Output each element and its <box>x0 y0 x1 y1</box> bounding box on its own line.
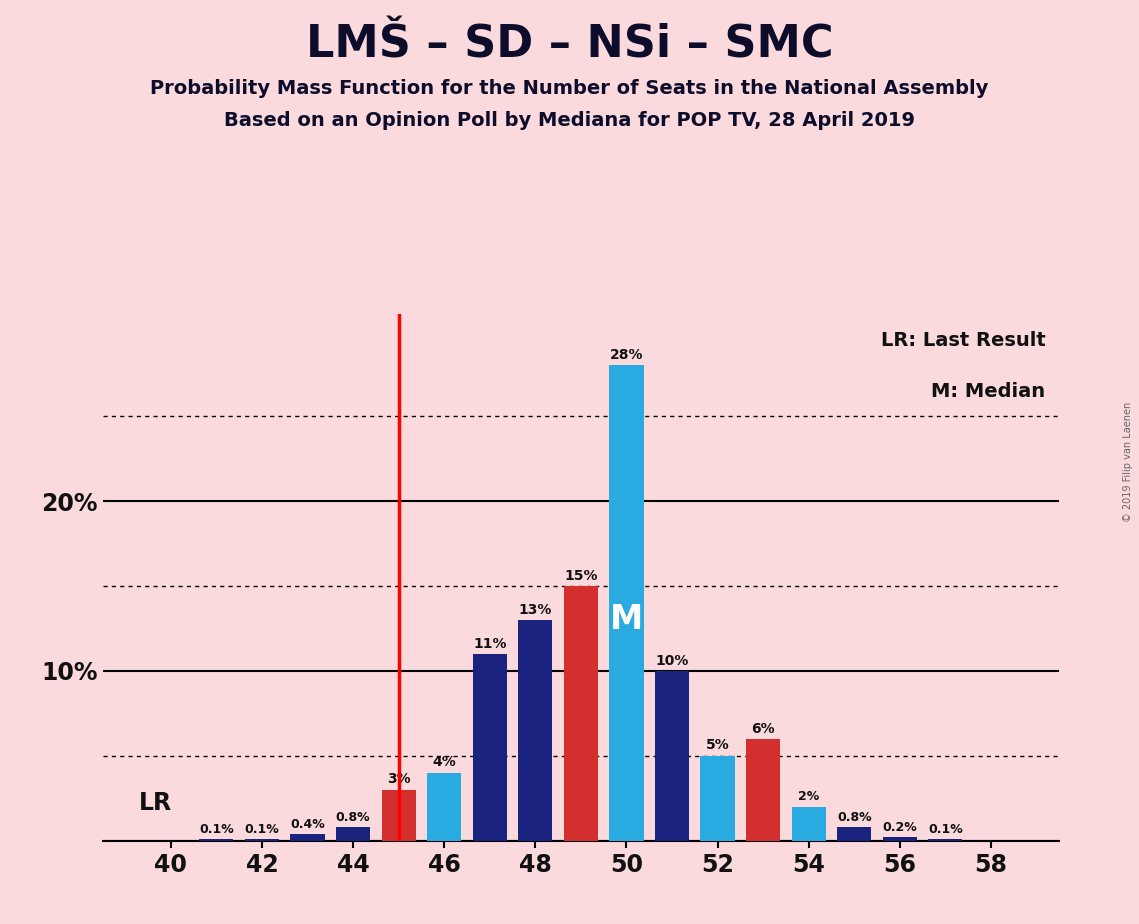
Bar <box>837 827 871 841</box>
Bar <box>928 839 962 841</box>
Text: 10%: 10% <box>655 653 689 667</box>
Text: 15%: 15% <box>564 568 598 583</box>
Text: 0.8%: 0.8% <box>837 811 871 824</box>
Bar <box>290 834 325 841</box>
Text: 3%: 3% <box>387 772 410 786</box>
Bar <box>883 837 917 841</box>
Bar <box>199 839 233 841</box>
Text: 0.8%: 0.8% <box>336 811 370 824</box>
Text: LMŠ – SD – NSi – SMC: LMŠ – SD – NSi – SMC <box>305 23 834 67</box>
Text: Based on an Opinion Poll by Mediana for POP TV, 28 April 2019: Based on an Opinion Poll by Mediana for … <box>224 111 915 130</box>
Text: 11%: 11% <box>473 637 507 650</box>
Text: 0.1%: 0.1% <box>928 822 962 835</box>
Text: LR: LR <box>139 792 172 816</box>
Text: 28%: 28% <box>609 347 644 361</box>
Text: LR: Last Result: LR: Last Result <box>880 331 1046 350</box>
Text: 4%: 4% <box>433 756 456 770</box>
Bar <box>609 365 644 841</box>
Text: 2%: 2% <box>798 790 819 804</box>
Bar <box>336 827 370 841</box>
Bar <box>792 807 826 841</box>
Text: Probability Mass Function for the Number of Seats in the National Assembly: Probability Mass Function for the Number… <box>150 79 989 98</box>
Bar <box>382 790 416 841</box>
Bar <box>564 586 598 841</box>
Text: 5%: 5% <box>706 738 729 752</box>
Text: © 2019 Filip van Laenen: © 2019 Filip van Laenen <box>1123 402 1133 522</box>
Text: 0.1%: 0.1% <box>245 822 279 835</box>
Bar <box>700 756 735 841</box>
Text: M: Median: M: Median <box>932 383 1046 401</box>
Bar <box>655 671 689 841</box>
Text: 0.4%: 0.4% <box>290 818 325 831</box>
Bar <box>245 839 279 841</box>
Bar <box>746 739 780 841</box>
Bar <box>518 620 552 841</box>
Text: M: M <box>609 603 644 637</box>
Text: 13%: 13% <box>518 602 552 616</box>
Text: 6%: 6% <box>752 722 775 736</box>
Text: 0.2%: 0.2% <box>883 821 917 834</box>
Bar <box>427 772 461 841</box>
Text: 0.1%: 0.1% <box>199 822 233 835</box>
Bar <box>473 654 507 841</box>
